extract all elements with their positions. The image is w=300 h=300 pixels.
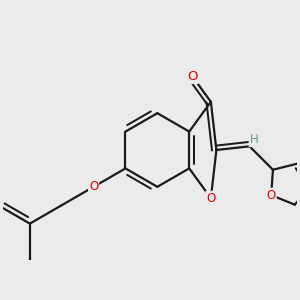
Text: O: O bbox=[206, 192, 215, 205]
Text: H: H bbox=[250, 133, 258, 146]
Text: O: O bbox=[187, 70, 198, 83]
Text: O: O bbox=[89, 180, 98, 193]
Text: O: O bbox=[266, 189, 276, 202]
